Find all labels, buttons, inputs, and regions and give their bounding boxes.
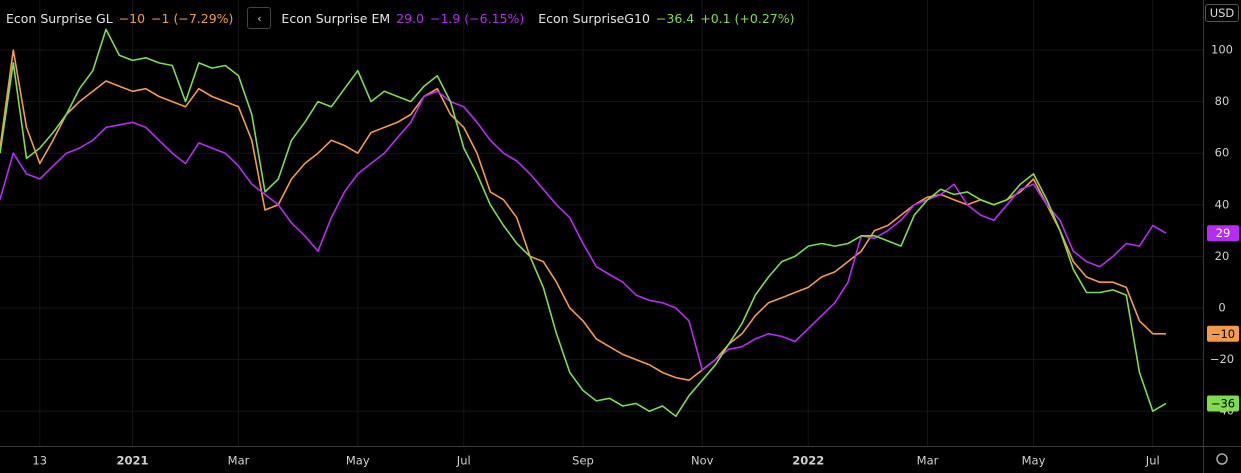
series-line (0, 49, 1166, 381)
legend-change: +0.1 (+0.27%) (700, 10, 795, 26)
legend-change: −1 (−7.29%) (151, 10, 234, 26)
legend-item: Econ SurpriseG10 −36.4 +0.1 (+0.27%) (538, 11, 800, 26)
y-tick-label: 20 (1215, 249, 1230, 263)
legend-name: Econ Surprise EM (281, 10, 391, 26)
x-tick-label: May (1022, 454, 1046, 468)
legend-change: −1.9 (−6.15%) (429, 10, 525, 26)
series-line (0, 90, 1167, 371)
x-tick-label: 2022 (792, 454, 824, 468)
settings-icon[interactable] (1216, 453, 1228, 465)
price-label-box (1207, 395, 1239, 412)
y-tick-label: 0 (1218, 300, 1225, 314)
collapse-button[interactable]: ‹ (247, 7, 272, 29)
x-tick-label: Sep (572, 454, 594, 468)
legend-value: −36.4 (655, 10, 695, 26)
price-label: −36 (1211, 396, 1235, 410)
y-tick-label: 80 (1215, 94, 1230, 108)
legend-item: Econ Surprise EM 29.0 −1.9 (−6.15%) (281, 11, 530, 26)
price-label-box (1207, 325, 1239, 342)
legend-name: Econ SurpriseG10 (538, 10, 650, 26)
y-tick-label: 40 (1215, 197, 1230, 211)
y-tick-label: −20 (1210, 352, 1234, 366)
legend-value: 29.0 (396, 10, 424, 26)
legend-value: −10 (118, 10, 146, 26)
settings-icon-ring (1216, 453, 1228, 465)
price-label: −10 (1211, 327, 1235, 341)
legend-item: Econ Surprise GL −10 −1 (−7.29%) (6, 11, 239, 26)
x-tick-label: 2021 (116, 454, 148, 468)
currency-button[interactable]: USD (1205, 4, 1239, 22)
legend: Econ Surprise GL −10 −1 (−7.29%) ‹ Econ Surp… (6, 7, 808, 29)
price-label: 29 (1216, 226, 1231, 240)
x-tick-label: Jul (1145, 454, 1160, 468)
x-tick-label: Mar (228, 454, 250, 468)
x-tick-label: Mar (917, 454, 939, 468)
x-tick-label: Nov (691, 454, 714, 468)
series-line (0, 28, 1167, 418)
x-tick-label: May (346, 454, 370, 468)
price-label-box (1207, 225, 1239, 242)
y-tick-label: 60 (1215, 146, 1230, 160)
legend-name: Econ Surprise GL (6, 10, 113, 26)
x-tick-label: 13 (32, 454, 47, 468)
x-tick-label: Jul (456, 454, 471, 468)
y-tick-label: 100 (1211, 43, 1233, 57)
